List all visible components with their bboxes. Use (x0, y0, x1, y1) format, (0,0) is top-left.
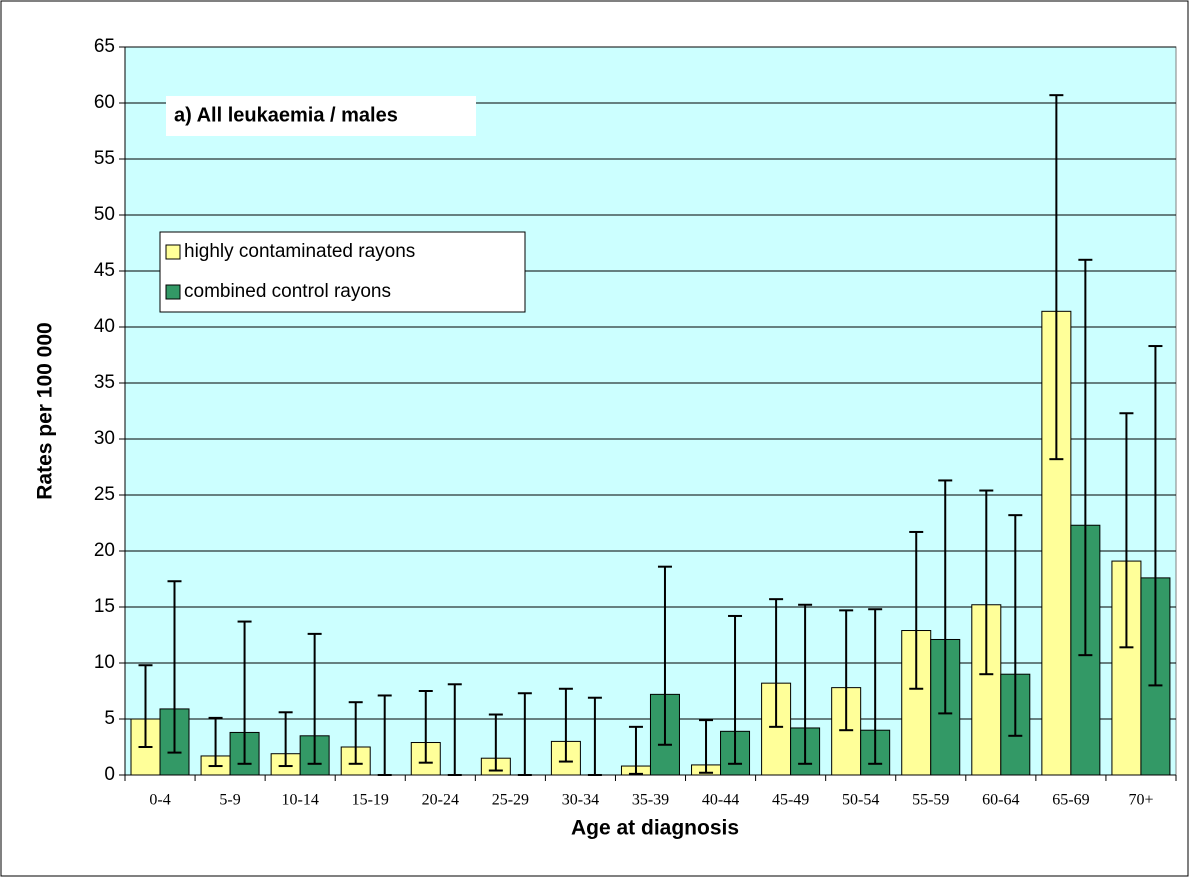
x-tick-label: 40-44 (702, 792, 739, 809)
x-tick-label: 55-59 (912, 792, 949, 809)
y-tick-label: 25 (94, 484, 115, 505)
chart-title: a) All leukaemia / males (174, 104, 398, 126)
y-tick-label: 10 (94, 652, 115, 673)
legend-label: highly contaminated rayons (184, 241, 415, 262)
y-tick-label: 65 (94, 36, 115, 57)
x-tick-label: 35-39 (632, 792, 669, 809)
legend-swatch (165, 284, 181, 300)
y-tick-label: 35 (94, 372, 115, 393)
y-tick-label: 15 (94, 596, 115, 617)
y-axis-label: Rates per 100 000 (34, 322, 57, 499)
y-tick-label: 45 (94, 260, 115, 281)
x-tick-label: 20-24 (422, 792, 459, 809)
x-tick-label: 60-64 (982, 792, 1019, 809)
x-tick-label: 30-34 (562, 792, 599, 809)
x-tick-label: 0-4 (149, 792, 170, 809)
y-tick-label: 50 (94, 204, 115, 225)
y-tick-label: 40 (94, 316, 115, 337)
title-box (166, 96, 476, 136)
x-tick-label: 10-14 (282, 792, 319, 809)
legend-label: combined control rayons (184, 281, 391, 302)
y-tick-label: 20 (94, 540, 115, 561)
y-tick-label: 30 (94, 428, 115, 449)
x-tick-label: 5-9 (219, 792, 240, 809)
x-tick-label: 45-49 (772, 792, 809, 809)
x-tick-label: 15-19 (352, 792, 389, 809)
y-tick-label: 55 (94, 148, 115, 169)
legend-box (159, 231, 526, 313)
y-tick-label: 0 (104, 764, 115, 785)
x-tick-label: 25-29 (492, 792, 529, 809)
x-axis-label: Age at diagnosis (571, 817, 739, 840)
y-tick-label: 60 (94, 92, 115, 113)
legend-swatch (165, 244, 181, 260)
x-tick-label: 70+ (1128, 792, 1153, 809)
y-tick-label: 5 (104, 708, 115, 729)
x-tick-label: 65-69 (1052, 792, 1089, 809)
plot-background (124, 46, 1177, 776)
x-tick-label: 50-54 (842, 792, 879, 809)
